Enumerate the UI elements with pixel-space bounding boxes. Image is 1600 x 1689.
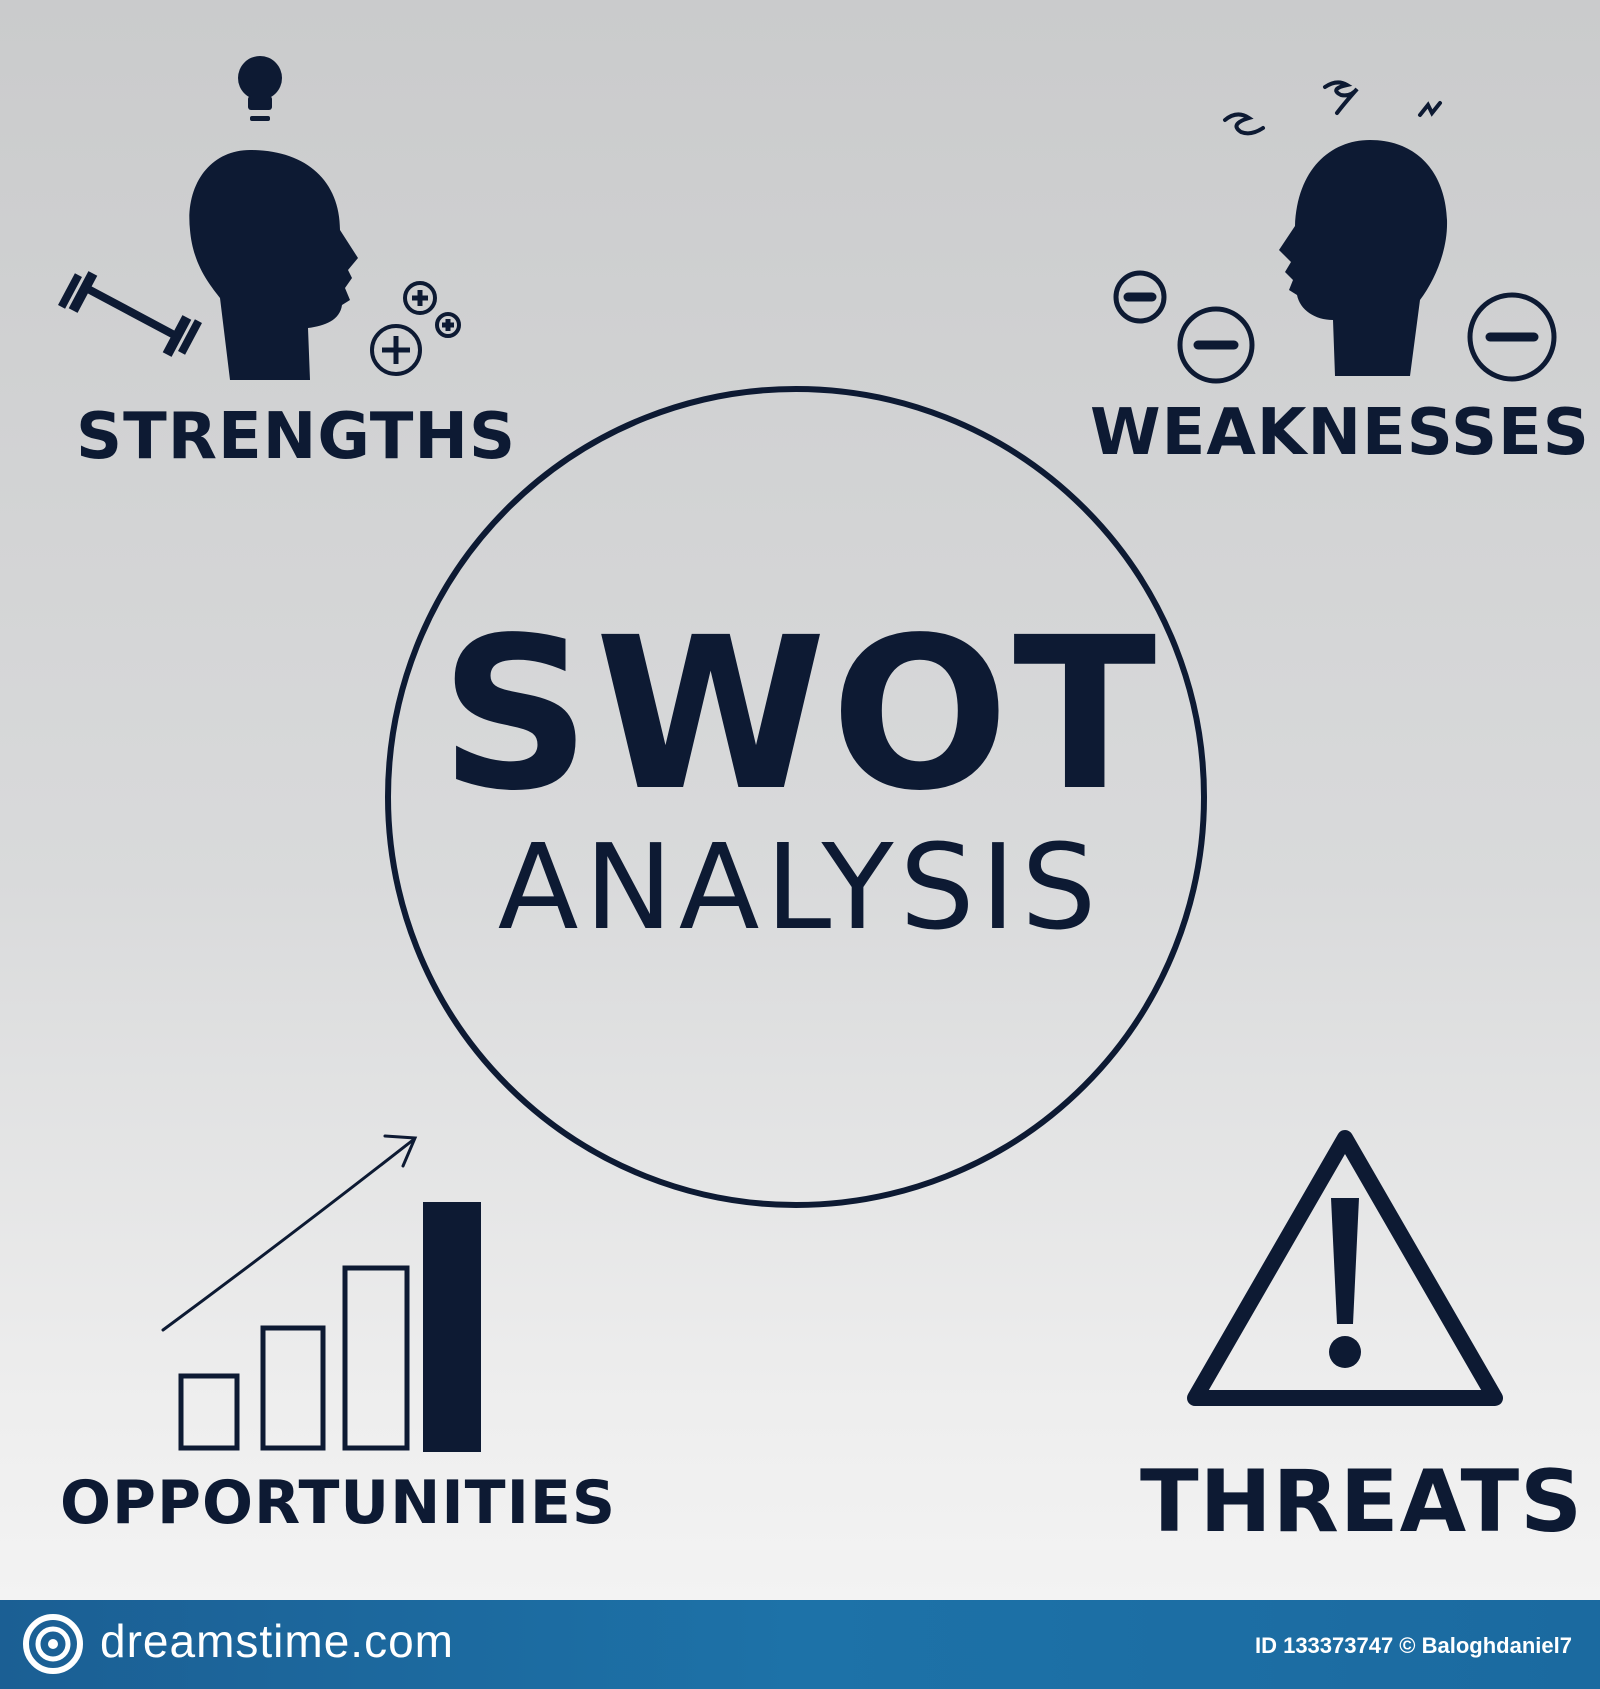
growth-arrow-icon (161, 1134, 418, 1332)
weaknesses-label: WEAKNESSES (1090, 396, 1590, 470)
warning-triangle-icon (1187, 1130, 1503, 1406)
dreamstime-swirl-logo (23, 1614, 83, 1674)
swot-title: SWOT (439, 592, 1161, 837)
plus-circle-icon (370, 281, 461, 376)
bar-3 (342, 1265, 410, 1451)
weaknesses-head-icon (1279, 140, 1448, 376)
threats-label: THREATS (1140, 1452, 1584, 1552)
bar-2 (260, 1325, 326, 1451)
bar-1 (178, 1373, 240, 1451)
strengths-label: STRENGTHS (76, 400, 517, 474)
opportunities-label: OPPORTUNITIES (60, 1468, 617, 1538)
watermark-brand: dreamstime.com (100, 1615, 454, 1667)
strengths-head-icon (189, 56, 358, 380)
dumbbell-icon (58, 271, 202, 357)
bar-4 (423, 1202, 481, 1452)
stressed-lines-icon (1223, 80, 1442, 136)
head-silhouette (189, 150, 358, 380)
center-circle (385, 386, 1207, 1208)
swot-diagram: STRENGTHS WEAKNESSES SWOT ANALYSIS (0, 0, 1600, 1600)
watermark-footer: dreamstime.com ID 133373747 © Baloghdani… (0, 1600, 1600, 1689)
minus-circle-icon (1113, 270, 1557, 384)
lightbulb-icon (238, 56, 282, 121)
growth-bar-chart-icon (161, 1134, 481, 1452)
analysis-subtitle: ANALYSIS (497, 818, 1103, 956)
image-credit: ID 133373747 © Baloghdaniel7 (1254, 1633, 1572, 1658)
